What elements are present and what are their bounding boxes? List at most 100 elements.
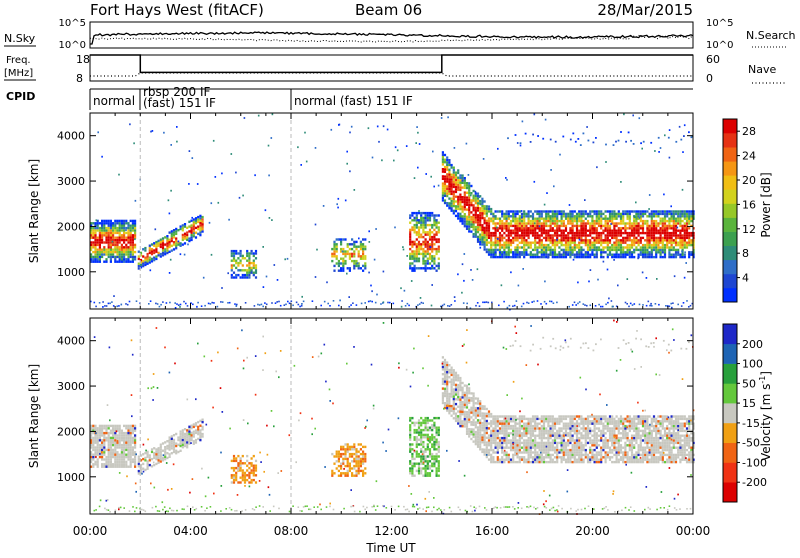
- power-cell: [618, 215, 620, 217]
- power-cell: [171, 233, 173, 235]
- power-noise-cell: [617, 285, 619, 287]
- velocity-cell: [479, 443, 481, 445]
- power-cell: [578, 230, 580, 232]
- power-cell: [333, 248, 335, 250]
- power-cell: [556, 237, 558, 239]
- velocity-cell: [240, 462, 242, 464]
- power-cell: [429, 234, 431, 236]
- power-cell: [97, 237, 99, 239]
- velocity-cell: [233, 477, 235, 479]
- power-cell: [455, 196, 457, 198]
- velocity-cell: [486, 408, 488, 410]
- power-cell: [530, 256, 532, 258]
- power-cell: [453, 169, 455, 171]
- power-cell: [457, 184, 459, 186]
- power-near-range-cell: [642, 304, 644, 306]
- power-cell: [470, 185, 472, 187]
- power-cell: [455, 184, 457, 186]
- power-cell: [127, 237, 129, 239]
- power-cell: [457, 196, 459, 198]
- power-cell: [233, 255, 235, 257]
- power-cell: [418, 212, 420, 214]
- power-cell: [184, 242, 186, 244]
- power-cell: [101, 227, 103, 229]
- power-cell: [635, 218, 637, 220]
- velocity-cell: [462, 413, 464, 415]
- power-cell: [101, 251, 103, 253]
- power-cell: [539, 242, 541, 244]
- power-cell: [618, 230, 620, 232]
- power-noise-cell: [369, 241, 371, 243]
- power-cell: [451, 193, 453, 195]
- power-cell: [539, 246, 541, 248]
- velocity-cell: [466, 385, 468, 387]
- velocity-cell: [448, 395, 450, 397]
- velocity-cell: [121, 439, 123, 441]
- power-cell: [671, 213, 673, 215]
- velocity-cell: [462, 389, 464, 391]
- velocity-cell: [429, 436, 431, 438]
- power-cell: [422, 219, 424, 221]
- velocity-cell: [92, 446, 94, 448]
- velocity-cell: [191, 437, 193, 439]
- power-cell: [660, 230, 662, 232]
- power-cell: [97, 239, 99, 241]
- velocity-cell: [442, 378, 444, 380]
- velocity-cell: [351, 475, 353, 477]
- power-cell: [580, 227, 582, 229]
- power-cell: [594, 239, 596, 241]
- power-cell: [110, 229, 112, 231]
- power-cell: [414, 217, 416, 219]
- velocity-cell: [97, 461, 99, 463]
- power-noise-cell: [376, 294, 378, 296]
- power-cell: [448, 190, 450, 192]
- power-near-range-cell: [419, 303, 421, 305]
- velocity-cell: [132, 454, 134, 456]
- power-cell: [629, 220, 631, 222]
- power-cell: [479, 200, 481, 202]
- power-colorbar-label: Power [dB]: [759, 172, 773, 237]
- power-cell: [103, 229, 105, 231]
- power-cell: [119, 229, 121, 231]
- velocity-cell: [108, 425, 110, 427]
- power-cell: [686, 220, 688, 222]
- velocity-cell: [253, 469, 255, 471]
- velocity-cell: [492, 415, 494, 417]
- power-noise-cell: [397, 149, 399, 151]
- power-cell: [116, 229, 118, 231]
- power-cell: [468, 189, 470, 191]
- power-cell: [671, 237, 673, 239]
- velocity-cell: [468, 402, 470, 404]
- power-cell: [490, 249, 492, 251]
- power-cell: [110, 225, 112, 227]
- power-cell: [151, 260, 153, 262]
- velocity-cell: [514, 430, 516, 432]
- velocity-cell: [425, 422, 427, 424]
- power-cell: [653, 244, 655, 246]
- velocity-cell: [355, 453, 357, 455]
- power-cell: [600, 215, 602, 217]
- power-cell: [552, 242, 554, 244]
- velocity-cell: [451, 415, 453, 417]
- velocity-cell: [235, 472, 237, 474]
- velocity-cell: [116, 461, 118, 463]
- power-cell: [596, 213, 598, 215]
- power-cell: [596, 242, 598, 244]
- velocity-cell: [340, 465, 342, 467]
- power-cell: [488, 232, 490, 234]
- velocity-cell: [442, 399, 444, 401]
- velocity-cell: [499, 461, 501, 463]
- velocity-cell: [160, 451, 162, 453]
- power-cell: [671, 220, 673, 222]
- power-cell: [519, 218, 521, 220]
- power-noise-cell: [236, 305, 238, 307]
- power-cell: [616, 230, 618, 232]
- velocity-cell: [418, 463, 420, 465]
- power-cell: [655, 220, 657, 222]
- velocity-cell: [125, 456, 127, 458]
- power-cell: [184, 223, 186, 225]
- power-cell: [677, 220, 679, 222]
- velocity-cell: [492, 432, 494, 434]
- velocity-cell: [242, 474, 244, 476]
- velocity-cell: [431, 429, 433, 431]
